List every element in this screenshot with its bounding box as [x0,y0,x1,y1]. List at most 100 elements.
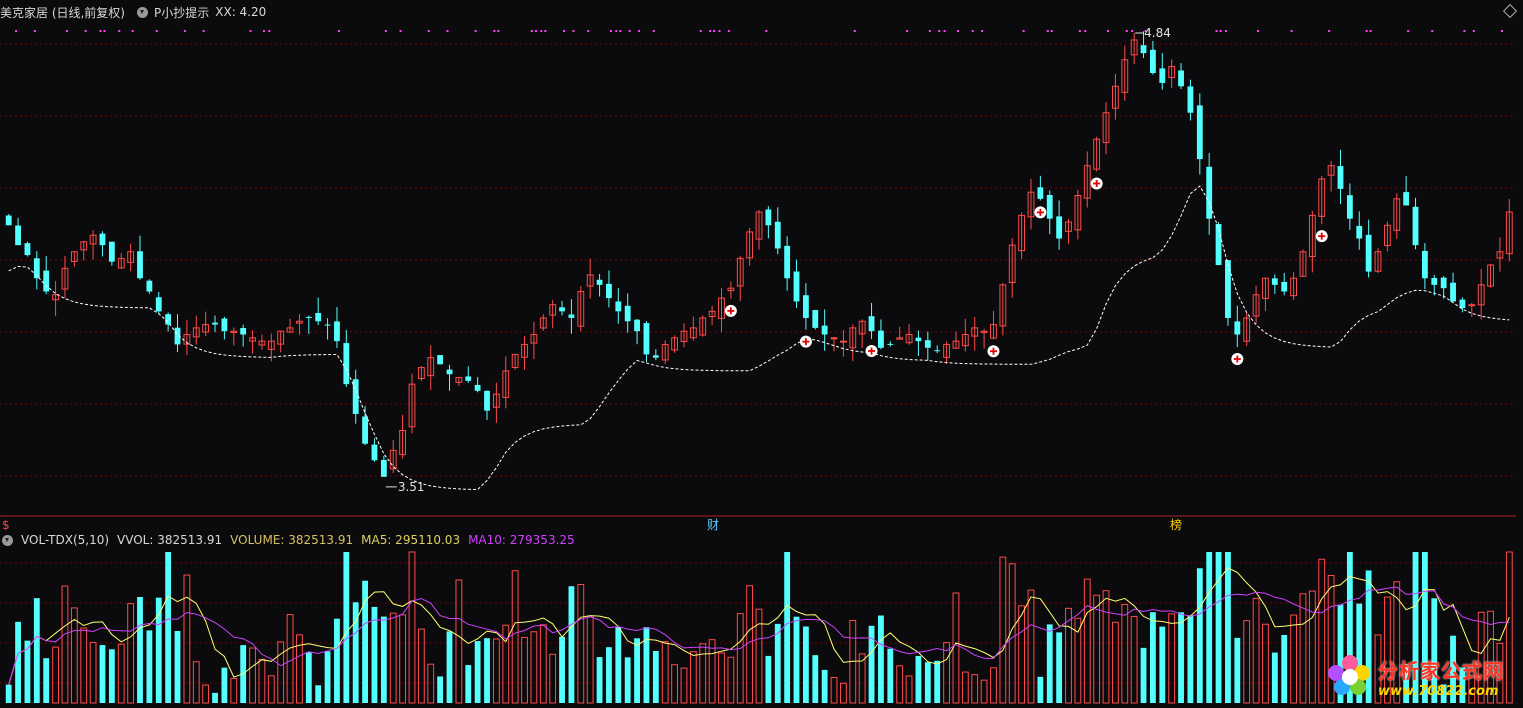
signal-dot [971,30,974,32]
signal-dot [1472,30,1475,32]
volume-bar [568,586,575,703]
candle-body [511,353,519,369]
candle-body [671,337,678,351]
candle-body [952,340,960,349]
candle [1477,269,1485,320]
volume-bar [1234,637,1241,703]
signal-dot [1257,30,1260,32]
candle [689,316,697,341]
candle-body [465,376,472,381]
candle-body [878,330,884,348]
candle [258,334,266,350]
volume-bar [324,651,331,703]
candle-body [1505,211,1513,255]
candle-body [821,325,828,335]
volume-bar [1337,604,1344,703]
volume-bar [1487,610,1494,704]
volume-bar [784,552,791,703]
signal-dot [446,30,449,32]
volume-bar [577,584,585,704]
candle [33,251,40,290]
volume-bar [840,682,847,704]
candle-body [1111,85,1119,109]
candle-body [1083,165,1091,199]
candle-body [1356,225,1363,239]
indicator-name[interactable]: P小抄提示 [154,5,210,20]
volume-bar [230,677,238,704]
candle [961,318,969,352]
candle [1262,277,1269,312]
volume-bar [671,664,678,704]
volume-bar [1018,605,1026,704]
candle-body [417,367,425,380]
stock-title[interactable]: 美克家居 (日线,前复权) [0,5,125,20]
candle [146,279,153,294]
volume-bar [755,608,763,704]
candle [52,280,59,317]
candle-body [539,317,547,329]
signal-dot [699,30,702,32]
candle-body [718,297,725,319]
candle-body [502,370,510,398]
volume-bar [680,667,688,704]
candle-body [802,295,809,318]
candle [671,335,678,353]
volume-bar [334,618,340,703]
candle [1281,272,1288,296]
volume-bar [1111,621,1119,704]
candle [1206,153,1213,235]
indicator-dropdown-icon[interactable] [137,6,148,18]
volume-bar [559,636,565,703]
signal-dot [1022,30,1025,32]
candle-body [1290,277,1298,297]
volume-bar [1290,614,1298,704]
volume-bar [305,652,312,703]
candle-body [971,327,979,337]
candle-body [474,384,481,391]
volume-bar [380,616,387,703]
candle [137,235,143,280]
candle [1121,45,1129,101]
volume-bar [615,626,622,703]
candle [887,341,894,347]
volume-bar [961,671,969,704]
candle [108,241,115,266]
signal-dot [183,30,186,32]
volume-bar [1459,667,1466,703]
volume-dropdown-icon[interactable] [2,534,13,546]
volume-bar [80,627,88,704]
volume-bar [1074,617,1082,704]
volume-bar [934,660,941,703]
volume-bar [417,628,425,704]
candle [1225,259,1231,326]
signal-dot [1107,30,1110,32]
candle-body [108,241,115,262]
candle-body [689,327,697,339]
candle-body [1206,166,1213,219]
candle-body [1243,317,1251,342]
signal-dot [1224,30,1227,32]
candle-body [1234,321,1241,335]
signal-dot [572,30,575,32]
signal-dot [587,30,590,32]
volume-bar [408,551,416,704]
signal-dot [928,30,931,32]
vol-indicator-name[interactable]: VOL-TDX(5,10) [21,533,110,547]
buy-marker-icon [1231,353,1244,366]
candle [746,227,754,266]
candle [858,319,866,348]
candle-body [286,327,294,333]
candle-body [549,304,557,316]
candle-body [389,449,397,470]
volume-bar [1477,611,1485,704]
volume-bar [315,685,322,703]
candle [1150,40,1156,75]
candle [305,315,312,334]
candle [1459,297,1466,313]
candle [127,243,135,272]
volume-bar [980,679,988,704]
watermark-sub: www.70822.com [1378,684,1499,699]
candle [1271,274,1278,294]
candle [606,270,612,308]
